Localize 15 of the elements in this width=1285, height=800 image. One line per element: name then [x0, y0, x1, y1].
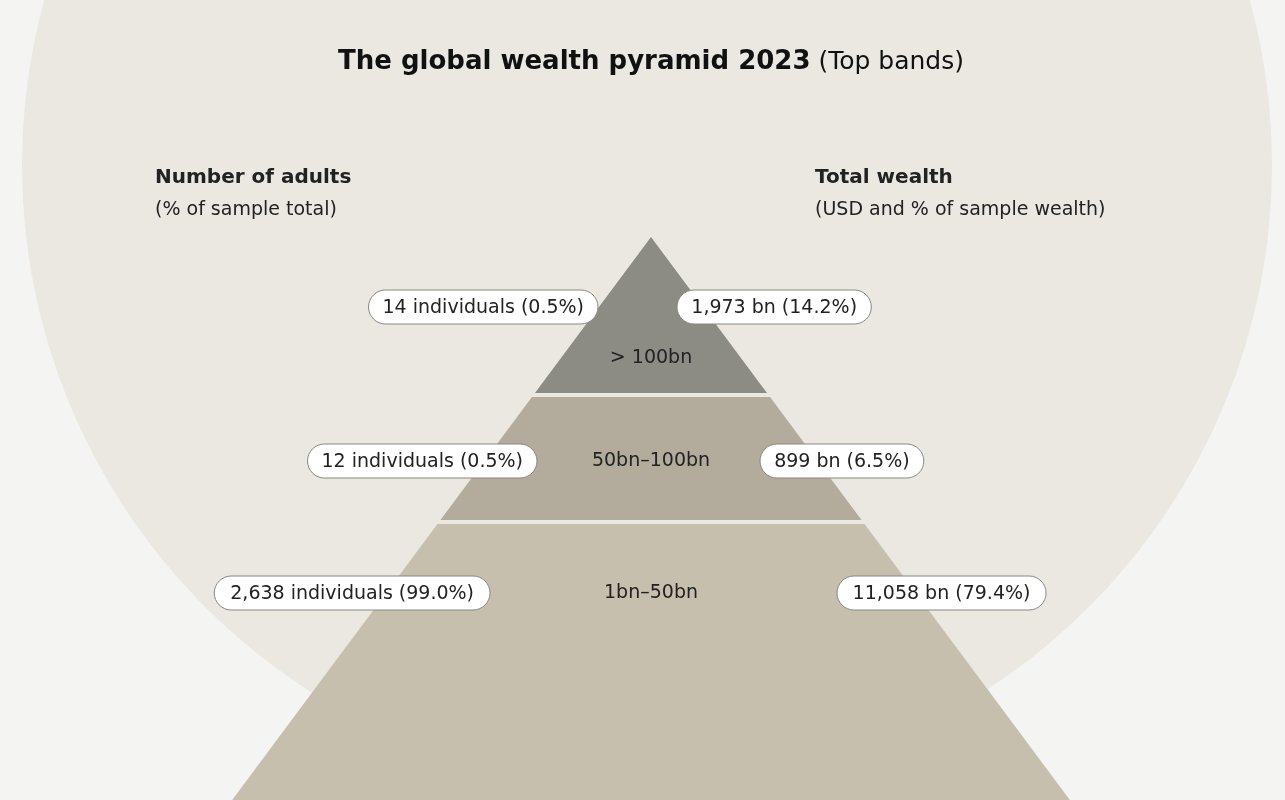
category-label: > 100bn — [609, 344, 693, 367]
data-label: 899 bn (6.5%) — [774, 448, 910, 471]
data-label: 12 individuals (0.5%) — [321, 448, 523, 471]
category-label: 50bn–100bn — [591, 447, 711, 470]
data-label: 2,638 individuals (99.0%) — [230, 580, 475, 603]
text: (USD and % of sample wealth) — [815, 196, 1106, 219]
data-label: 11,058 bn (79.4%) — [852, 580, 1031, 603]
text: The global wealth pyramid 2023 — [338, 44, 811, 75]
text: (% of sample total) — [155, 196, 337, 219]
data-label: 14 individuals (0.5%) — [382, 294, 584, 317]
text: Total wealth — [815, 164, 953, 189]
text: Number of adults — [155, 164, 352, 189]
text: (Top bands) — [810, 45, 964, 75]
category-label: 1bn–50bn — [604, 579, 698, 602]
data-label: 1,973 bn (14.2%) — [691, 294, 858, 317]
